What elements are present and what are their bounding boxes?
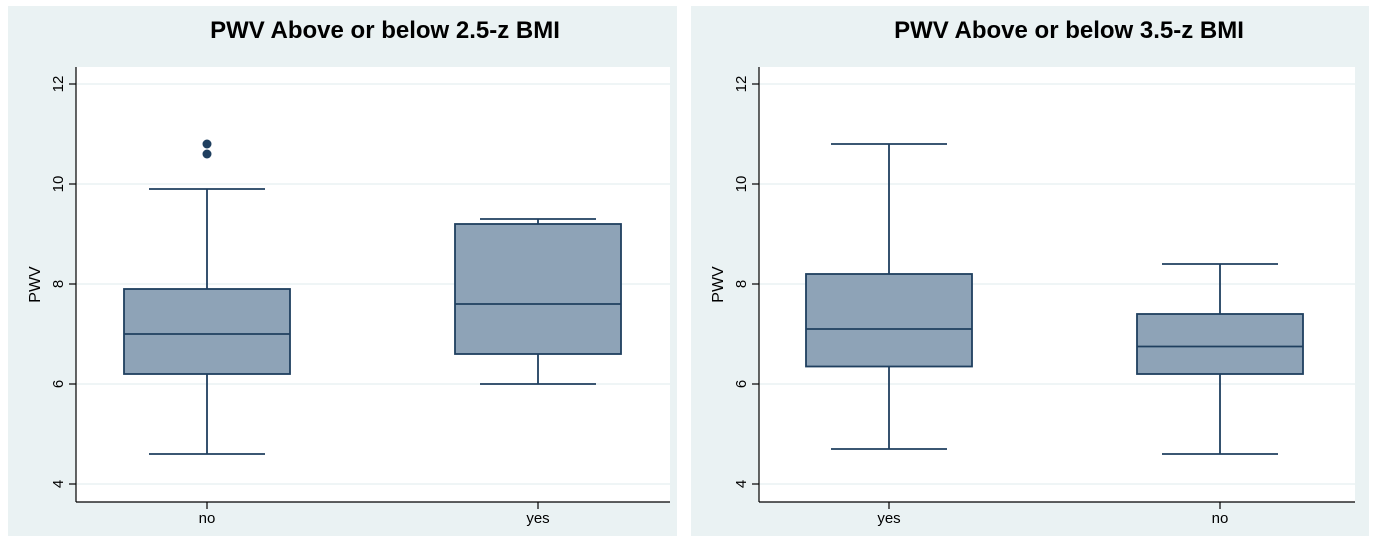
box-plot-1: PWV Above or below 2.5-z BMI 4 6 8 10 12 PWV no… bbox=[8, 6, 677, 536]
outlier-point bbox=[202, 139, 212, 149]
y-tick-label: 12 bbox=[50, 76, 67, 93]
chart-panel-2: PWV Above or below 3.5-z BMI 4 6 8 10 12 PWV ye… bbox=[683, 0, 1375, 541]
y-tick-label: 8 bbox=[50, 280, 67, 288]
x-tick-label: yes bbox=[526, 510, 549, 527]
y-tick-label: 10 bbox=[50, 176, 67, 193]
y-tick-label: 4 bbox=[50, 480, 67, 488]
box-plot-2: PWV Above or below 3.5-z BMI 4 6 8 10 12 PWV ye… bbox=[691, 6, 1369, 536]
x-tick-label: yes bbox=[877, 510, 900, 527]
box-yes bbox=[805, 273, 973, 368]
y-tick-label: 6 bbox=[733, 380, 750, 388]
y-tick-label: 12 bbox=[733, 76, 750, 93]
y-tick-label: 8 bbox=[733, 280, 750, 288]
y-axis-title: PWV bbox=[710, 266, 727, 303]
y-tick-label: 6 bbox=[50, 380, 67, 388]
box-yes bbox=[454, 223, 622, 355]
chart-title: PWV Above or below 2.5-z BMI bbox=[210, 17, 560, 44]
box-no bbox=[1136, 313, 1304, 375]
y-tick-label: 4 bbox=[733, 480, 750, 488]
chart-title: PWV Above or below 3.5-z BMI bbox=[894, 17, 1244, 44]
box-no bbox=[123, 288, 291, 375]
x-tick-label: no bbox=[199, 510, 216, 527]
y-tick-label: 10 bbox=[733, 176, 750, 193]
y-axis-title: PWV bbox=[27, 266, 44, 303]
outlier-point bbox=[202, 149, 212, 159]
chart-panel-1: PWV Above or below 2.5-z BMI 4 6 8 10 12 PWV no… bbox=[0, 0, 683, 541]
x-tick-label: no bbox=[1212, 510, 1229, 527]
